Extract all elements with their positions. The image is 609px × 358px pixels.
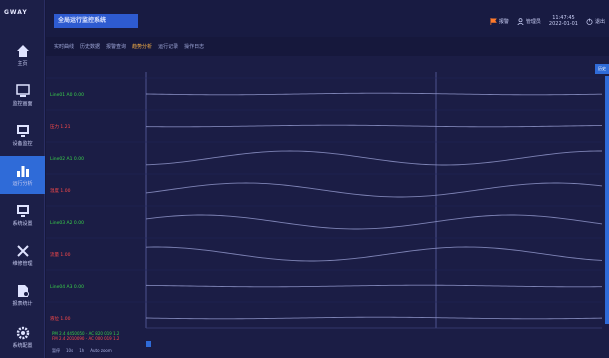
lane-label: 流量 1.00 — [50, 251, 71, 258]
sidebar-item-monitor[interactable]: 监控画面 — [0, 76, 45, 114]
user-label: 管理员 — [525, 18, 541, 25]
gear-icon — [16, 326, 29, 340]
user-button[interactable]: 管理员 — [517, 17, 541, 25]
sidebar-item-settings[interactable]: 系统设置 — [0, 196, 45, 234]
interval-control[interactable]: 10s — [66, 348, 74, 353]
sidebar: GWAY 主页 监控画面 设备监控 运行分析 系统设置 维修管理 报表统计 — [0, 0, 45, 358]
logo: GWAY — [4, 8, 41, 22]
sidebar-item-label: 系统配置 — [12, 343, 33, 349]
sidebar-item-tools[interactable]: 维修管理 — [0, 236, 45, 274]
tab-history[interactable]: 历史数据 — [80, 43, 101, 50]
range-control[interactable]: 1h — [79, 348, 85, 353]
tab-bar: 实时曲线 历史数据 报警查询 趋势分析 运行记录 操作日志 — [46, 40, 609, 52]
lane-label: Line02 A1 0.00 — [50, 156, 84, 162]
exit-label: 退出 — [594, 18, 605, 25]
trend-series-line — [145, 214, 603, 230]
sidebar-item-config[interactable]: 系统配置 — [0, 318, 45, 356]
clock-time: 11:47:45 — [552, 15, 575, 21]
trend-panel: Line01 A0 0.00 压力 1.21 Line02 A1 0.00 温度 1.… — [46, 56, 609, 358]
trend-series-line — [145, 124, 603, 128]
lane-label: Line01 A0 0.00 — [50, 92, 84, 98]
time-scroll-handle[interactable] — [146, 341, 151, 347]
monitor-icon — [15, 84, 30, 97]
tab-log[interactable]: 操作日志 — [184, 43, 205, 50]
trend-series-line — [145, 182, 603, 198]
page-title: 全局运行监控系统 — [54, 14, 138, 28]
tab-trend[interactable]: 趋势分析 — [132, 43, 153, 50]
sidebar-item-analysis[interactable]: 运行分析 — [0, 156, 45, 194]
trend-series-line — [145, 284, 603, 288]
device-icon — [16, 125, 29, 137]
sidebar-item-device[interactable]: 设备监控 — [0, 116, 45, 154]
home-icon — [16, 45, 29, 57]
flag-icon — [490, 17, 497, 25]
header: 全局运行监控系统 报警 管理员 11:47:45 2022-01-01 退出 — [46, 0, 609, 37]
bottom-legend: PM 2.4 4450050 - AC 820 019 1.2 FM 2.4 2… — [52, 331, 119, 341]
alarm-label: 报警 — [498, 18, 509, 25]
zoom-control[interactable]: Auto zoom — [90, 348, 112, 353]
lane-label: 液位 1.00 — [50, 315, 71, 322]
exit-button[interactable]: 退出 — [586, 17, 605, 25]
power-icon — [586, 17, 593, 25]
history-side-button[interactable]: 历史 — [595, 64, 609, 74]
trend-chart[interactable]: Line01 A0 0.00 压力 1.21 Line02 A1 0.00 温度 1.… — [46, 56, 609, 358]
trend-series-line — [145, 316, 603, 320]
sidebar-item-label: 报表统计 — [12, 301, 33, 307]
alarm-button[interactable]: 报警 — [490, 17, 509, 25]
lane-label: Line03 A2 0.00 — [50, 220, 84, 226]
clock-date: 2022-01-01 — [548, 21, 578, 27]
bar-chart-icon — [16, 166, 29, 177]
user-icon — [517, 17, 524, 25]
sidebar-item-label: 维修管理 — [12, 261, 33, 267]
settings-icon — [16, 205, 29, 217]
sidebar-item-label: 设备监控 — [12, 141, 33, 147]
lane-label: 压力 1.21 — [50, 123, 71, 130]
sidebar-item-label: 系统设置 — [12, 221, 33, 227]
trend-series-line — [145, 246, 603, 262]
clock: 11:47:45 2022-01-01 — [549, 15, 578, 27]
tools-icon — [16, 245, 29, 257]
report-icon — [17, 285, 29, 297]
tab-realtime[interactable]: 实时曲线 — [54, 43, 75, 50]
logo-text: GWAY — [4, 9, 28, 16]
tab-records[interactable]: 运行记录 — [158, 43, 179, 50]
pause-control[interactable]: 暂停 — [52, 348, 60, 353]
header-actions: 报警 管理员 11:47:45 2022-01-01 退出 — [490, 14, 605, 28]
sidebar-item-label: 主页 — [17, 61, 28, 67]
legend-line-1: PM 2.4 4450050 - AC 820 019 1.2 — [52, 331, 120, 336]
legend-line-2: FM 2.4 2010090 - AC 000 019 1.2 — [52, 336, 120, 341]
trend-series-line — [145, 92, 603, 96]
vertical-scrollbar[interactable] — [605, 76, 609, 324]
lane-label: Line04 A3 0.00 — [50, 284, 84, 290]
sidebar-item-home[interactable]: 主页 — [0, 36, 45, 74]
sidebar-item-label: 监控画面 — [12, 101, 33, 107]
sidebar-item-report[interactable]: 报表统计 — [0, 276, 45, 314]
lane-label: 温度 1.00 — [50, 187, 71, 194]
tab-alarm[interactable]: 报警查询 — [106, 43, 127, 50]
sidebar-item-label: 运行分析 — [12, 181, 33, 187]
chart-footer: 暂停 10s 1h Auto zoom — [52, 348, 112, 354]
trend-series-line — [145, 150, 603, 166]
